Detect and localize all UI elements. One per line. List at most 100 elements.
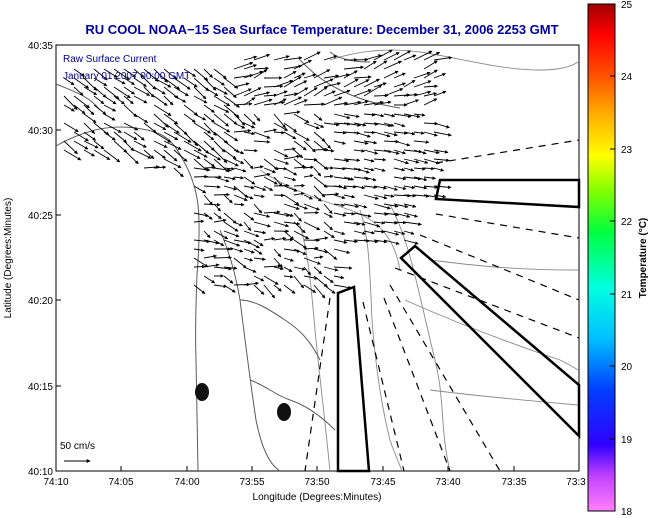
colorbar-tick: 22 [621, 217, 633, 228]
current-arrow [283, 96, 303, 106]
current-arrow [213, 176, 230, 183]
current-arrow [423, 84, 439, 89]
current-arrow [353, 176, 370, 181]
current-arrow [213, 230, 229, 240]
colorbar: 25 24 23 22 21 20 19 18 Temperature (°C) [587, 0, 649, 518]
current-arrow [243, 158, 254, 170]
current-arrow [303, 140, 316, 153]
current-arrow [253, 140, 271, 144]
current-arrow [233, 82, 250, 88]
current-arrow [273, 193, 285, 198]
current-arrow [203, 158, 215, 168]
x-tick-label: 74:00 [174, 477, 199, 488]
current-arrow [253, 203, 263, 214]
current-arrow [383, 185, 399, 191]
current-arrow [123, 95, 134, 105]
current-arrow [243, 176, 256, 185]
current-arrow [183, 140, 202, 152]
current-arrow [323, 266, 339, 272]
current-arrow [433, 56, 453, 61]
x-tick-label: 73:3 [566, 477, 586, 488]
current-arrow [293, 149, 304, 159]
current-arrow [283, 248, 301, 253]
current-arrow [63, 149, 82, 161]
current-arrow [293, 99, 308, 106]
current-arrow [263, 84, 284, 89]
current-arrow [393, 212, 411, 218]
current-arrow [373, 229, 386, 234]
current-arrow [203, 239, 220, 245]
current-arrow [253, 248, 263, 255]
current-arrow [383, 60, 402, 70]
current-arrow [323, 55, 338, 61]
current-arrow [233, 122, 246, 129]
current-arrow [303, 284, 317, 293]
current-arrow [253, 165, 264, 169]
current-arrow [283, 212, 294, 217]
current-arrow [313, 284, 326, 299]
current-arrow [153, 149, 166, 159]
y-tick-label: 40:30 [28, 126, 53, 137]
current-arrow [103, 86, 120, 100]
current-arrow [273, 90, 288, 97]
current-arrow [313, 131, 326, 142]
current-arrow [63, 77, 75, 86]
current-arrow [223, 284, 236, 293]
current-arrow [243, 113, 256, 126]
current-arrow [383, 203, 399, 208]
current-arrow [403, 221, 422, 226]
current-arrow [283, 71, 297, 79]
current-arrow [333, 248, 351, 254]
current-arrow [203, 254, 217, 259]
current-arrow [153, 140, 168, 148]
current-arrow [303, 102, 326, 106]
current-arrow [303, 87, 318, 97]
figure-title: RU COOL NOAA−15 Sea Surface Temperature:… [85, 22, 558, 37]
current-arrow [173, 167, 184, 178]
current-arrow [413, 167, 426, 171]
current-arrow [243, 281, 260, 286]
current-arrow [353, 239, 370, 243]
current-arrow [123, 140, 135, 152]
current-arrow [233, 88, 252, 97]
current-arrow [243, 239, 260, 249]
current-arrow [263, 236, 276, 241]
current-arrow [353, 212, 372, 218]
current-arrow [243, 122, 256, 129]
y-tick-label: 40:25 [28, 211, 53, 222]
current-arrow [283, 154, 301, 160]
current-arrow [403, 113, 421, 119]
current-arrow [113, 68, 130, 80]
current-arrow [243, 87, 262, 97]
current-arrow [253, 275, 265, 282]
current-arrow [403, 230, 415, 235]
current-arrow [93, 95, 105, 105]
current-arrow [133, 140, 147, 148]
current-arrow [213, 95, 231, 107]
current-arrow [163, 68, 178, 80]
current-arrow [113, 77, 126, 85]
current-arrow [213, 77, 225, 86]
current-arrow [353, 122, 367, 127]
current-arrow [333, 266, 353, 270]
current-arrow [253, 284, 265, 295]
current-arrow [353, 230, 367, 235]
current-arrow [273, 130, 285, 135]
current-arrow [323, 74, 340, 79]
current-arrow [253, 194, 265, 199]
current-arrow [143, 77, 157, 90]
x-tick-label: 73:45 [370, 477, 395, 488]
current-arrow [393, 230, 406, 235]
dashed-beams [304, 139, 580, 472]
current-arrow [153, 68, 168, 83]
current-arrow [193, 167, 211, 172]
plot-frame [55, 44, 580, 472]
current-arrow [343, 184, 357, 189]
current-arrow [83, 86, 98, 96]
current-arrow [393, 176, 407, 181]
colorbar-tick: 20 [621, 362, 633, 373]
current-arrow [213, 212, 222, 220]
current-arrow [223, 113, 238, 125]
current-arrow [223, 194, 233, 204]
